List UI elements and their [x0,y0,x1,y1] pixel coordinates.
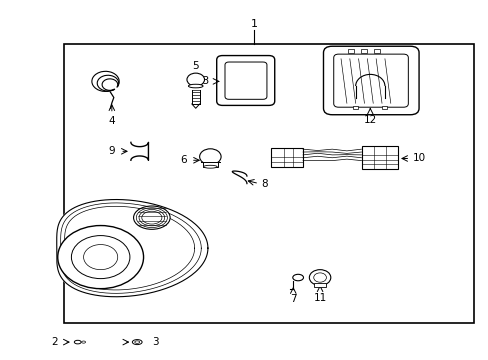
Text: 7: 7 [289,294,296,304]
Text: 6: 6 [180,155,186,165]
Circle shape [58,226,143,289]
Text: 11: 11 [313,293,326,303]
Text: 3: 3 [152,337,158,347]
Text: 13: 13 [197,76,210,86]
Bar [360,49,366,53]
Ellipse shape [81,341,85,343]
Bar [347,49,353,53]
Bar [361,146,397,169]
FancyBboxPatch shape [333,54,407,107]
FancyBboxPatch shape [216,55,274,105]
Text: 2: 2 [52,337,58,347]
Ellipse shape [188,84,203,88]
Text: 1: 1 [250,19,257,29]
Bar [314,283,325,287]
Ellipse shape [142,211,162,224]
Text: 9: 9 [108,146,115,156]
Text: 12: 12 [363,115,376,125]
Ellipse shape [139,210,164,226]
Bar [203,162,217,167]
Bar [373,49,379,53]
Ellipse shape [136,208,167,228]
Ellipse shape [133,206,170,229]
Text: 5: 5 [192,60,199,71]
Bar [352,106,357,109]
Bar [271,148,303,167]
Polygon shape [57,199,207,297]
Ellipse shape [135,341,140,343]
Ellipse shape [132,339,142,345]
Ellipse shape [203,165,217,168]
Ellipse shape [292,274,303,281]
Ellipse shape [74,340,81,344]
Text: 4: 4 [108,116,115,126]
Bar [64,44,473,323]
Circle shape [309,270,330,285]
Circle shape [313,273,326,282]
Bar [382,106,386,109]
Text: 8: 8 [261,179,267,189]
FancyBboxPatch shape [323,46,418,115]
Circle shape [83,244,118,270]
Circle shape [71,235,130,279]
Circle shape [186,73,204,86]
Circle shape [199,149,221,165]
FancyBboxPatch shape [224,62,266,99]
Text: 10: 10 [412,153,425,163]
